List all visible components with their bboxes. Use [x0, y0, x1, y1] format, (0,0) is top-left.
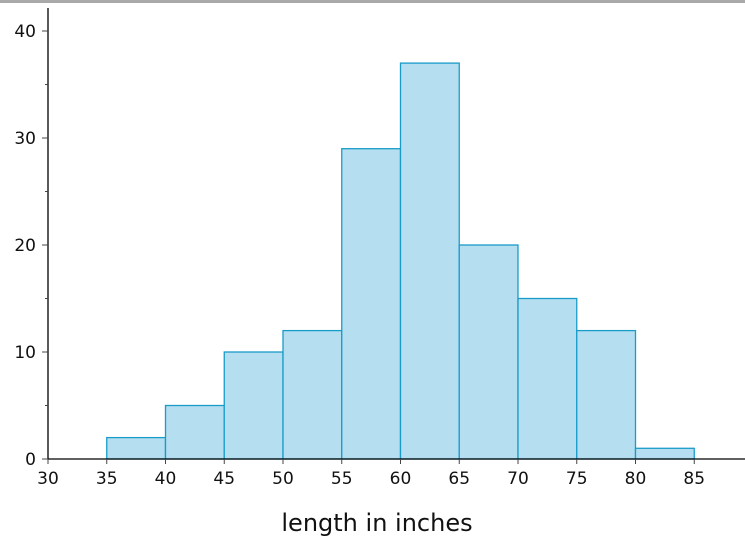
top-border [0, 0, 745, 3]
histogram-bar-50-55 [282, 329, 343, 460]
histogram-bar-35-40 [106, 436, 167, 460]
x-tick-label-80: 80 [625, 469, 647, 489]
x-tick-label-85: 85 [683, 469, 705, 489]
x-tick-label-60: 60 [390, 469, 412, 489]
x-tick-label-45: 45 [213, 469, 235, 489]
y-tick-label-20: 20 [14, 236, 36, 256]
y-tick-label-0: 0 [25, 450, 36, 470]
x-tick-label-40: 40 [155, 469, 177, 489]
x-axis-title: length in inches [281, 509, 472, 537]
y-tick-label-40: 40 [14, 22, 36, 42]
x-tick-label-55: 55 [331, 469, 353, 489]
x-tick-labels: 30 35 40 45 50 55 60 65 70 75 80 85 [37, 469, 705, 489]
x-tick-label-70: 70 [507, 469, 529, 489]
y-tick-labels: 0 10 20 30 40 [14, 22, 36, 470]
y-tick-label-10: 10 [14, 343, 36, 363]
y-tick-label-30: 30 [14, 129, 36, 149]
x-tick-label-75: 75 [566, 469, 588, 489]
x-tick-label-50: 50 [272, 469, 294, 489]
histogram-bar-55-60 [341, 148, 402, 460]
axes-group [42, 8, 745, 464]
histogram-bar-75-80 [576, 329, 637, 460]
x-tick-label-35: 35 [96, 469, 118, 489]
histogram-bar-60-65 [399, 62, 460, 460]
histogram-bar-70-75 [517, 297, 578, 460]
bars-group [106, 62, 695, 460]
x-tick-label-65: 65 [448, 469, 470, 489]
histogram-bar-45-50 [223, 351, 284, 460]
histogram-bar-80-85 [634, 447, 695, 460]
x-tick-label-30: 30 [37, 469, 59, 489]
histogram-bar-40-45 [164, 404, 225, 460]
histogram-bar-65-70 [458, 244, 519, 460]
